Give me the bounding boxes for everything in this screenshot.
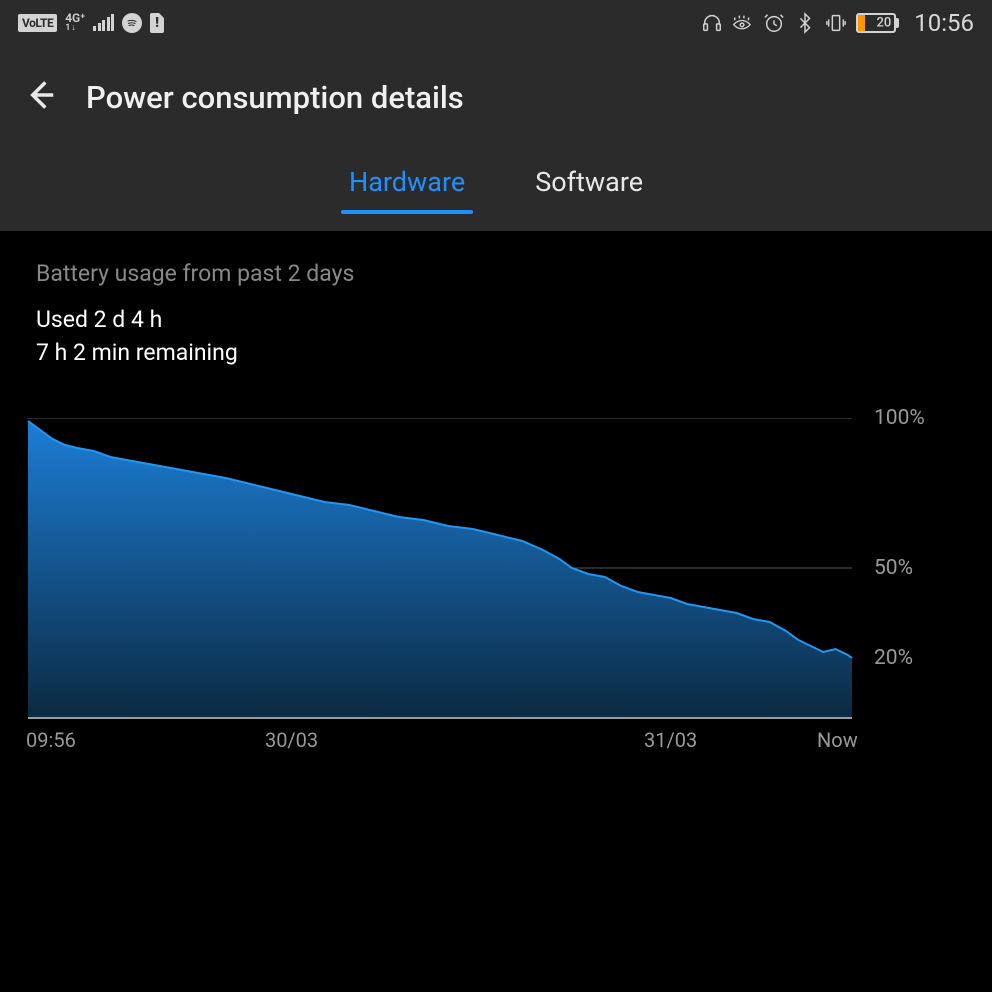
tab-software[interactable]: Software [535,166,643,214]
alarm-icon [763,12,785,34]
network-4g-icon: 4G⁺1↓ [65,13,85,33]
battery-percent: 20 [876,16,891,31]
chart-ylabel: 50% [874,556,913,580]
page-title: Power consumption details [86,79,464,116]
status-right: 20 10:56 [701,9,974,37]
spotify-icon [122,13,142,33]
status-left: VoLTE 4G⁺1↓ ! [18,13,164,33]
chart-ylabel: 100% [874,406,925,430]
battery-usage-info: Used 2 d 4 h 7 h 2 min remaining [0,287,992,370]
headphones-icon [701,12,723,34]
battery-icon: 20 [856,13,899,33]
content-area: Battery usage from past 2 days Used 2 d … [0,232,992,764]
chart-xlabel: 31/03 [644,728,697,752]
usage-remaining: 7 h 2 min remaining [36,336,992,369]
battery-chart: 100%50%20% 09:5630/0331/03Now [0,418,992,764]
volte-badge: VoLTE [18,14,57,32]
tab-hardware[interactable]: Hardware [349,166,465,214]
battery-chart-svg [0,418,992,728]
status-clock: 10:56 [914,9,974,37]
sim-alert-icon: ! [150,13,164,33]
usage-used: Used 2 d 4 h [36,303,992,336]
status-bar: VoLTE 4G⁺1↓ ! 20 [0,0,992,46]
header-bar: Power consumption details [0,46,992,148]
chart-xlabel: Now [817,728,858,752]
chart-xlabel: 30/03 [265,728,318,752]
back-arrow-icon[interactable] [20,76,58,118]
chart-xlabel: 09:56 [26,728,76,752]
vibrate-icon [825,12,847,34]
signal-bars-icon [93,15,114,31]
eye-comfort-icon [732,12,754,34]
bluetooth-icon [794,12,816,34]
battery-usage-caption: Battery usage from past 2 days [0,260,992,287]
tabs: Hardware Software [0,148,992,232]
chart-ylabel: 20% [874,646,913,670]
